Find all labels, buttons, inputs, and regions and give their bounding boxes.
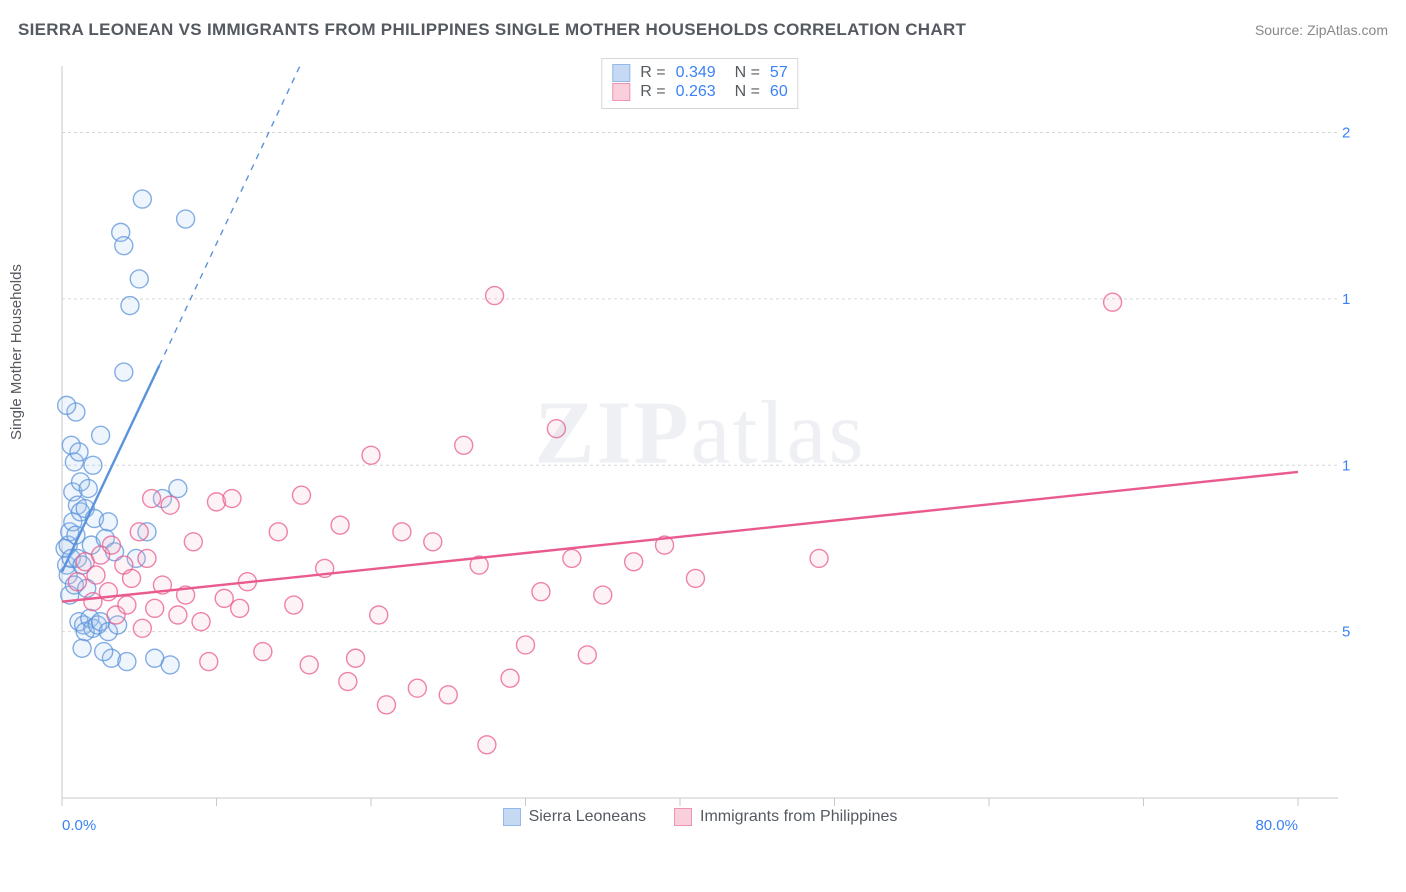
legend-swatch-1 xyxy=(674,808,692,826)
stats-row-0: R = 0.349 N = 57 xyxy=(612,64,787,82)
stats-n-0: 57 xyxy=(770,64,788,82)
svg-text:20.0%: 20.0% xyxy=(1342,125,1350,142)
stats-r-1: 0.263 xyxy=(676,83,716,101)
svg-text:15.0%: 15.0% xyxy=(1342,291,1350,308)
svg-text:5.0%: 5.0% xyxy=(1342,624,1350,641)
bottom-legend: Sierra Leoneans Immigrants from Philippi… xyxy=(50,808,1350,826)
stats-n-label: N = xyxy=(726,83,760,101)
stats-r-label: R = xyxy=(640,64,665,82)
source-label: Source: ZipAtlas.com xyxy=(1255,22,1388,38)
stats-n-label: N = xyxy=(726,64,760,82)
legend-label-1: Immigrants from Philippines xyxy=(700,808,897,826)
legend-swatch-0 xyxy=(503,808,521,826)
scatter-chart: 5.0%10.0%15.0%20.0%0.0%80.0% xyxy=(50,58,1350,868)
legend-item-1: Immigrants from Philippines xyxy=(674,808,897,826)
stats-row-1: R = 0.263 N = 60 xyxy=(612,83,787,101)
title-bar: SIERRA LEONEAN VS IMMIGRANTS FROM PHILIP… xyxy=(18,20,1388,40)
stats-r-label: R = xyxy=(640,83,665,101)
stats-swatch-1 xyxy=(612,83,630,101)
stats-r-0: 0.349 xyxy=(676,64,716,82)
y-axis-label: Single Mother Households xyxy=(8,264,25,440)
plot-area: 5.0%10.0%15.0%20.0%0.0%80.0% ZIPatlas R … xyxy=(50,58,1350,818)
stats-swatch-0 xyxy=(612,64,630,82)
stats-legend: R = 0.349 N = 57 R = 0.263 N = 60 xyxy=(601,58,798,109)
svg-text:10.0%: 10.0% xyxy=(1342,457,1350,474)
legend-item-0: Sierra Leoneans xyxy=(503,808,646,826)
chart-title: SIERRA LEONEAN VS IMMIGRANTS FROM PHILIP… xyxy=(18,20,966,40)
stats-n-1: 60 xyxy=(770,83,788,101)
legend-label-0: Sierra Leoneans xyxy=(529,808,646,826)
